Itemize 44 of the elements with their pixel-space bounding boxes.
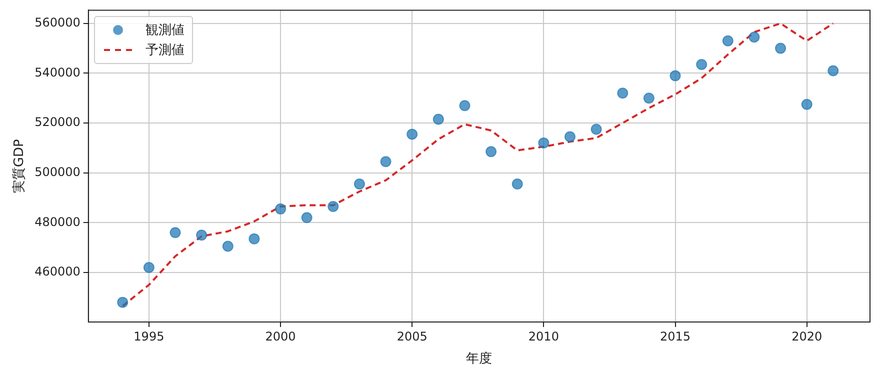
point bbox=[328, 200, 339, 212]
point bbox=[459, 100, 470, 112]
point bbox=[828, 65, 839, 76]
point bbox=[196, 230, 208, 241]
y-tick-label: 540000 bbox=[34, 65, 80, 80]
point bbox=[406, 128, 418, 140]
point bbox=[248, 233, 260, 244]
x-tick-label: 2005 bbox=[396, 329, 428, 344]
point bbox=[748, 32, 760, 43]
point bbox=[117, 296, 128, 308]
x-tick-label: 2010 bbox=[528, 329, 559, 344]
point bbox=[512, 178, 523, 190]
legend-label: 観測値 bbox=[145, 22, 184, 40]
y-tick-label: 480000 bbox=[34, 214, 80, 229]
point bbox=[538, 137, 550, 148]
x-tick-label: 2015 bbox=[660, 329, 691, 344]
point bbox=[222, 240, 234, 252]
point bbox=[775, 42, 786, 54]
point bbox=[275, 203, 286, 214]
point bbox=[670, 70, 681, 82]
y-axis-title: 実質GDP bbox=[11, 138, 28, 194]
point bbox=[170, 227, 181, 238]
x-axis-title: 年度 bbox=[466, 350, 492, 367]
y-tick-label: 520000 bbox=[34, 115, 80, 130]
point bbox=[722, 35, 734, 46]
point bbox=[301, 212, 312, 224]
point bbox=[801, 98, 812, 110]
x-tick-label: 2020 bbox=[792, 329, 822, 344]
y-tick-label: 560000 bbox=[34, 16, 80, 30]
point bbox=[564, 131, 576, 142]
x-tick-label: 2000 bbox=[265, 329, 296, 344]
point bbox=[143, 262, 154, 273]
point bbox=[354, 178, 365, 190]
x-tick-label: 1995 bbox=[134, 329, 164, 344]
point bbox=[380, 156, 392, 168]
point bbox=[617, 88, 628, 99]
legend-label: 予測値 bbox=[145, 42, 184, 60]
point bbox=[590, 124, 602, 135]
y-tick-label: 500000 bbox=[34, 164, 80, 179]
point bbox=[486, 146, 497, 158]
point bbox=[696, 58, 708, 70]
y-tick-label: 460000 bbox=[34, 264, 80, 279]
point bbox=[432, 114, 444, 125]
point bbox=[643, 92, 654, 104]
